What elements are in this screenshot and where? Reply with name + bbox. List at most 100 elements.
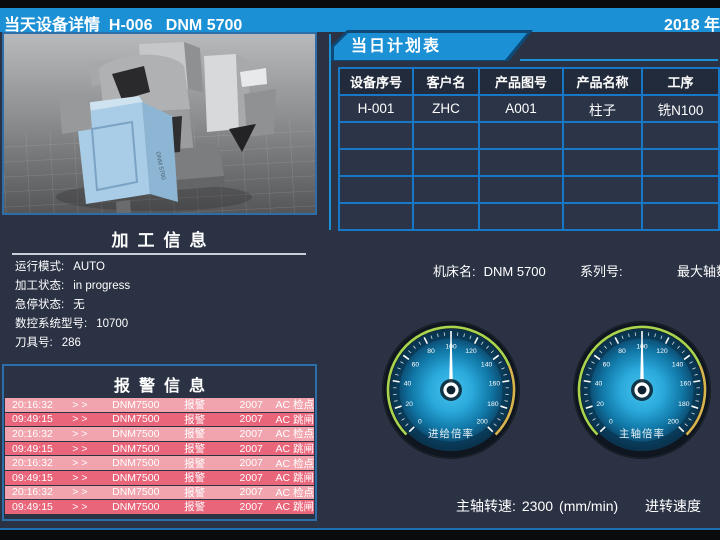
plan-col-header: 设备序号 bbox=[338, 67, 414, 96]
alarm-device: DNM7500 bbox=[112, 427, 160, 440]
svg-text:140: 140 bbox=[672, 361, 684, 368]
process-info-field: 刀具号: 286 bbox=[15, 334, 315, 353]
field-value: 无 bbox=[73, 299, 85, 311]
alarm-time: 20:16:32 bbox=[12, 457, 53, 470]
serial-number-field: 系列号: bbox=[580, 261, 631, 280]
alarm-row: 09:49:15 >> DNM7500 报警 2007 AC 跳闸 bbox=[5, 500, 314, 514]
field-value: AUTO bbox=[73, 261, 105, 273]
plan-row bbox=[338, 121, 720, 150]
plan-header-row: 设备序号 客户名 产品图号 产品名称 工序 bbox=[338, 67, 720, 96]
process-info-field: 急停状态: 无 bbox=[15, 296, 315, 315]
plan-cell bbox=[562, 175, 643, 204]
alarm-message: AC 跳闸 bbox=[275, 413, 314, 426]
plan-col-header: 产品图号 bbox=[478, 67, 564, 96]
plan-col-header: 工序 bbox=[641, 67, 720, 96]
alarm-message: AC 跳闸 bbox=[275, 443, 314, 456]
plan-cell bbox=[478, 148, 564, 177]
process-info-fields: 运行模式: AUTO 加工状态: in progress 急停状态: 无数控系统型号: 10… bbox=[15, 258, 315, 353]
svg-text:180: 180 bbox=[678, 401, 690, 408]
svg-text:180: 180 bbox=[487, 401, 499, 408]
machine-name-label: 机床名: bbox=[433, 264, 476, 279]
feed-override-gauge: 020406080100120140160180200进给倍率 bbox=[381, 320, 521, 460]
alarm-row: 09:49:15 >> DNM7500 报警 2007 AC 跳闸 bbox=[5, 470, 314, 485]
plan-col-header: 客户名 bbox=[412, 67, 480, 96]
machine-3d-render: DNM 5700 bbox=[4, 34, 315, 213]
plan-cell bbox=[412, 148, 480, 177]
alarm-device: DNM7500 bbox=[112, 471, 160, 484]
field-label: 加工状态: bbox=[15, 280, 65, 292]
daily-plan-table: 设备序号 客户名 产品图号 产品名称 工序 H-001 ZHC A001 柱子 铣N100 bbox=[338, 67, 720, 231]
alarm-time: 09:49:15 bbox=[12, 413, 53, 426]
field-label: 数控系统型号: bbox=[15, 318, 88, 330]
max-axis-field: 最大轴数 bbox=[677, 261, 720, 280]
alarm-device: DNM7500 bbox=[112, 442, 160, 455]
svg-text:40: 40 bbox=[404, 380, 412, 387]
max-axis-label: 最大轴数 bbox=[677, 264, 720, 279]
spindle-speed-stat: 主轴转速: 2300 (mm/min) bbox=[456, 496, 618, 516]
field-label: 运行模式: bbox=[15, 261, 65, 273]
alarm-device: DNM7500 bbox=[112, 486, 160, 499]
alarm-row: 20:16:32 >> DNM7500 报警 2007 AC 检点 bbox=[5, 427, 314, 441]
svg-text:0: 0 bbox=[418, 418, 422, 425]
plan-cell bbox=[478, 202, 564, 231]
plan-cell bbox=[641, 202, 720, 231]
alarm-arrow-icon: >> bbox=[72, 500, 91, 513]
alarm-code: 2007 bbox=[239, 486, 263, 499]
alarm-info-title: 报警信息 bbox=[113, 378, 214, 395]
plan-cell bbox=[478, 121, 564, 150]
alarm-time: 20:16:32 bbox=[12, 427, 53, 440]
alarm-arrow-icon: >> bbox=[72, 457, 91, 470]
alarm-time: 09:49:15 bbox=[12, 500, 53, 513]
alarm-code: 2007 bbox=[239, 457, 263, 470]
alarm-type: 报警 bbox=[184, 472, 206, 485]
alarm-type: 报警 bbox=[184, 399, 206, 412]
plan-cell bbox=[641, 148, 720, 177]
alarm-device: DNM7500 bbox=[112, 413, 160, 426]
svg-text:0: 0 bbox=[609, 418, 613, 425]
plan-panel-accent-line bbox=[329, 34, 331, 230]
alarm-row: 20:16:32 >> DNM7500 报警 2007 AC 检点 bbox=[5, 485, 314, 500]
spindle-override-gauge: 020406080100120140160180200主轴倍率 bbox=[572, 320, 712, 460]
bottom-divider-line bbox=[0, 528, 720, 530]
alarm-device: DNM7500 bbox=[112, 398, 160, 411]
alarm-type: 报警 bbox=[184, 428, 206, 441]
header-date: 2018 年 bbox=[664, 17, 720, 34]
svg-text:120: 120 bbox=[465, 348, 477, 355]
alarm-row: 20:16:32 >> DNM7500 报警 2007 AC 检点 bbox=[5, 398, 314, 412]
alarm-time: 20:16:32 bbox=[12, 486, 53, 499]
alarm-time: 09:49:15 bbox=[12, 471, 53, 484]
machine-3d-image: DNM 5700 bbox=[2, 32, 317, 215]
svg-text:60: 60 bbox=[603, 361, 611, 368]
spindle-speed-label: 主轴转速: bbox=[456, 498, 516, 514]
svg-text:80: 80 bbox=[427, 348, 435, 355]
plan-cell bbox=[338, 175, 414, 204]
alarm-code: 2007 bbox=[239, 398, 263, 411]
plan-cell bbox=[641, 175, 720, 204]
alarm-message: AC 检点 bbox=[275, 486, 314, 499]
plan-cell: H-001 bbox=[338, 94, 414, 123]
process-info-title: 加工信息 bbox=[111, 231, 216, 250]
alarm-code: 2007 bbox=[239, 500, 263, 513]
svg-text:60: 60 bbox=[412, 361, 420, 368]
field-label: 刀具号: bbox=[15, 337, 53, 349]
plan-cell bbox=[338, 121, 414, 150]
alarm-message: AC 跳闸 bbox=[275, 472, 314, 485]
bottom-black-bar bbox=[0, 530, 720, 540]
svg-text:140: 140 bbox=[481, 361, 493, 368]
alarm-type: 报警 bbox=[184, 457, 206, 470]
plan-cell bbox=[412, 121, 480, 150]
alarm-row: 09:49:15 >> DNM7500 报警 2007 AC 跳闸 bbox=[5, 441, 314, 456]
alarm-row: 09:49:15 >> DNM7500 报警 2007 AC 跳闸 bbox=[5, 412, 314, 427]
alarm-arrow-icon: >> bbox=[72, 471, 91, 484]
alarm-arrow-icon: >> bbox=[72, 413, 91, 426]
alarm-arrow-icon: >> bbox=[72, 442, 91, 455]
alarm-row: 20:16:32 >> DNM7500 报警 2007 AC 检点 bbox=[5, 456, 314, 470]
alarm-code: 2007 bbox=[239, 413, 263, 426]
process-info-field: 加工状态: in progress bbox=[15, 277, 315, 296]
svg-text:200: 200 bbox=[476, 418, 488, 425]
alarm-device: DNM7500 bbox=[112, 500, 160, 513]
plan-row bbox=[338, 202, 720, 231]
spindle-speed-unit: (mm/min) bbox=[559, 498, 619, 514]
svg-text:40: 40 bbox=[595, 380, 603, 387]
tab-daily-plan[interactable]: 当日计划表 bbox=[334, 33, 527, 60]
